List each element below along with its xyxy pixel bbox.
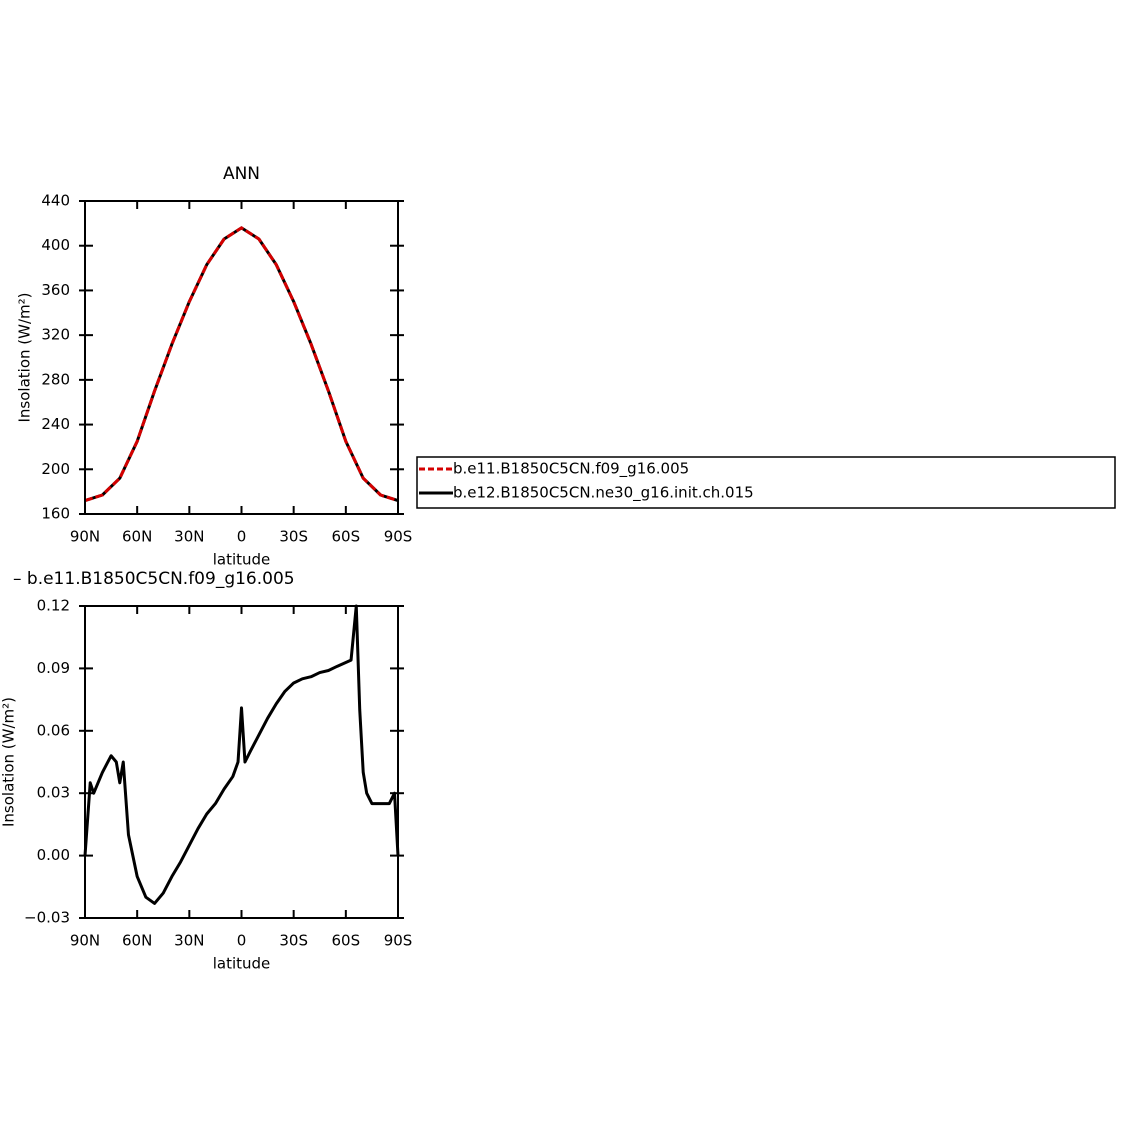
x-tick-label: 90S xyxy=(384,932,413,950)
y-tick-label: 0.12 xyxy=(37,597,70,615)
legend-box xyxy=(416,456,1116,509)
x-tick-label: 0 xyxy=(237,932,247,950)
y-tick-label: 280 xyxy=(41,370,70,388)
y-tick-label: 0.09 xyxy=(37,659,70,677)
x-tick-label: 60N xyxy=(122,528,152,546)
x-tick-label: 30S xyxy=(279,528,308,546)
y-tick-label: 0.00 xyxy=(37,846,70,864)
x-tick-label: 0 xyxy=(237,528,247,546)
y-tick-label: 160 xyxy=(41,505,70,523)
x-tick-label: 90N xyxy=(70,932,100,950)
legend-label: b.e11.B1850C5CN.f09_g16.005 xyxy=(453,460,689,479)
y-tick-label: 320 xyxy=(41,326,70,344)
x-tick-label: 60S xyxy=(332,932,361,950)
x-tick-label: 30N xyxy=(174,932,204,950)
x-axis-label: latitude xyxy=(213,551,271,569)
y-tick-label: 440 xyxy=(41,192,70,210)
plot-frame xyxy=(84,200,399,515)
y-tick-label: 360 xyxy=(41,281,70,299)
data-line xyxy=(84,226,399,503)
x-tick-label: 60N xyxy=(122,932,152,950)
data-line xyxy=(83,604,400,905)
y-tick-label: 240 xyxy=(41,415,70,433)
y-tick-label: 400 xyxy=(41,236,70,254)
x-axis-label: latitude xyxy=(213,955,271,973)
x-tick-label: 30N xyxy=(174,528,204,546)
x-tick-label: 60S xyxy=(332,528,361,546)
y-tick-label: 200 xyxy=(41,460,70,478)
data-line xyxy=(84,226,399,503)
x-tick-label: 90S xyxy=(384,528,413,546)
y-tick-label: 0.03 xyxy=(37,784,70,802)
y-tick-label: 0.06 xyxy=(37,721,70,739)
legend-label: b.e12.B1850C5CN.ne30_g16.init.ch.015 xyxy=(453,484,754,503)
y-axis-label: Insolation (W/m²) xyxy=(16,293,34,423)
y-tick-label: −0.03 xyxy=(24,909,70,927)
chart-title: – b.e11.B1850C5CN.f09_g16.005 xyxy=(13,569,295,589)
plot-frame xyxy=(84,605,399,919)
y-axis-label: Insolation (W/m²) xyxy=(0,697,18,827)
x-tick-label: 30S xyxy=(279,932,308,950)
chart-title: ANN xyxy=(223,164,260,184)
x-tick-label: 90N xyxy=(70,528,100,546)
